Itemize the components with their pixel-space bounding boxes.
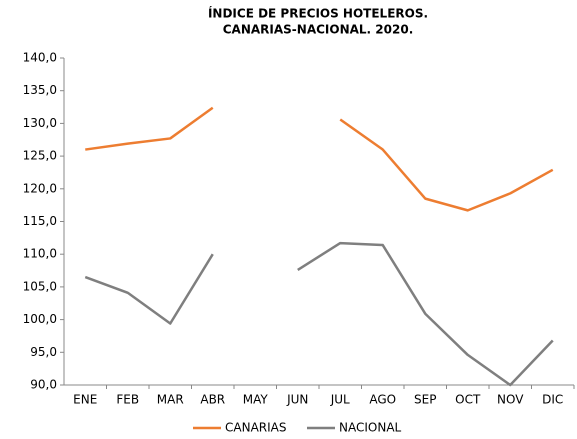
x-tick-label: JUL: [330, 393, 350, 407]
x-tick-label: MAR: [157, 393, 184, 407]
chart-title: CANARIAS-NACIONAL. 2020.: [223, 23, 414, 37]
x-tick-label: AGO: [369, 393, 396, 407]
x-tick-label: FEB: [116, 393, 139, 407]
series-line: [84, 241, 554, 387]
x-tick-label: JUN: [286, 393, 308, 407]
series-line: [85, 106, 554, 212]
y-tick-label: 140,0: [23, 51, 57, 65]
x-tick-label: DIC: [542, 393, 563, 407]
legend-label: CANARIAS: [225, 421, 286, 435]
y-tick-label: 105,0: [23, 279, 57, 293]
legend-label: NACIONAL: [339, 421, 402, 435]
x-tick-label: NOV: [497, 393, 524, 407]
x-tick-label: ABR: [200, 393, 225, 407]
x-tick-label: SEP: [414, 393, 436, 407]
x-tick-label: MAY: [243, 393, 269, 407]
y-tick-label: 120,0: [23, 181, 57, 195]
y-tick-label: 110,0: [23, 247, 57, 261]
y-tick-label: 130,0: [23, 116, 57, 130]
x-tick-label: OCT: [455, 393, 481, 407]
y-tick-label: 90,0: [30, 378, 57, 392]
chart-title: ÍNDICE DE PRECIOS HOTELEROS.: [208, 6, 428, 21]
y-tick-label: 95,0: [30, 345, 57, 359]
x-tick-label: ENE: [73, 393, 97, 407]
y-tick-label: 125,0: [23, 149, 57, 163]
y-tick-label: 135,0: [23, 83, 57, 97]
y-tick-label: 100,0: [23, 312, 57, 326]
y-tick-label: 115,0: [23, 214, 57, 228]
